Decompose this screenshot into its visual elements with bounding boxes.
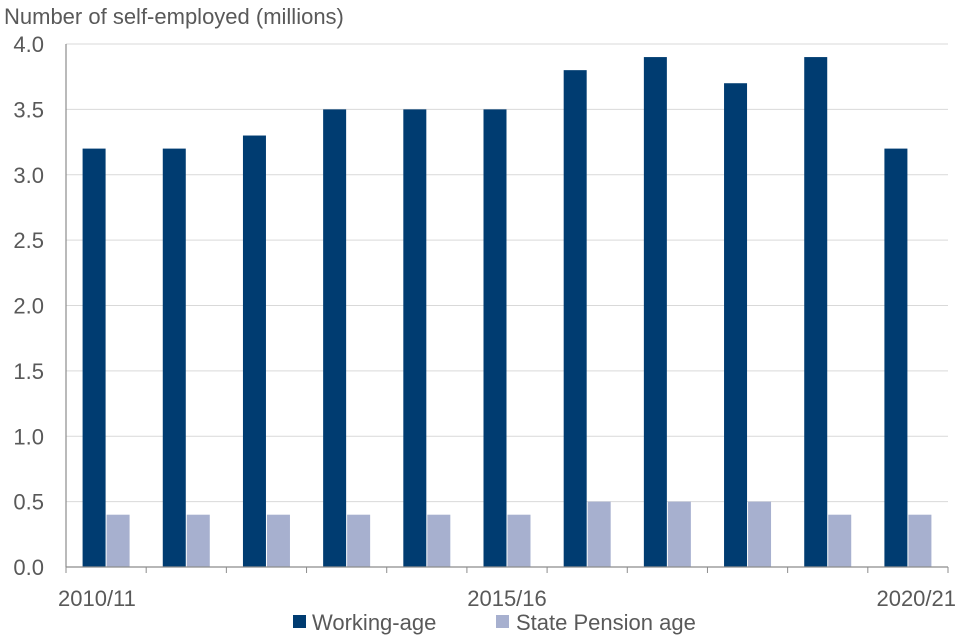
bar-state-pension-age bbox=[587, 501, 611, 567]
y-tick-label: 3.5 bbox=[13, 97, 44, 122]
bar-state-pension-age bbox=[667, 501, 691, 567]
gridlines bbox=[66, 43, 948, 503]
bar-state-pension-age bbox=[186, 514, 210, 567]
bar-state-pension-age bbox=[106, 514, 130, 567]
bar-working-age bbox=[563, 70, 587, 568]
bar-working-age bbox=[884, 148, 908, 567]
y-tick-label: 1.5 bbox=[13, 359, 44, 384]
bar-working-age bbox=[82, 148, 106, 567]
legend-swatch bbox=[293, 615, 306, 628]
y-tick-label: 2.5 bbox=[13, 228, 44, 253]
bar-working-age bbox=[242, 135, 266, 567]
bar-working-age bbox=[162, 148, 186, 567]
bars bbox=[82, 57, 932, 568]
y-axis-title: Number of self-employed (millions) bbox=[4, 4, 344, 29]
legend-swatch bbox=[496, 615, 509, 628]
y-tick-label: 0.0 bbox=[13, 555, 44, 580]
x-tick-label: 2010/11 bbox=[58, 586, 136, 611]
y-tick-label: 2.0 bbox=[13, 294, 44, 319]
y-tick-label: 0.5 bbox=[13, 490, 44, 515]
bar-state-pension-age bbox=[507, 514, 531, 567]
bar-state-pension-age bbox=[427, 514, 451, 567]
legend-label: Working-age bbox=[312, 610, 436, 635]
bar-state-pension-age bbox=[828, 514, 852, 567]
y-tick-label: 3.0 bbox=[13, 163, 44, 188]
bar-state-pension-age bbox=[908, 514, 932, 567]
y-tick-label: 4.0 bbox=[13, 32, 44, 57]
bar-working-age bbox=[724, 83, 748, 567]
bar-working-age bbox=[804, 57, 828, 567]
x-axis bbox=[65, 44, 949, 573]
x-tick-label: 2015/16 bbox=[467, 586, 547, 611]
x-tick-label: 2020/21 bbox=[876, 586, 956, 611]
bar-state-pension-age bbox=[347, 514, 371, 567]
bar-working-age bbox=[483, 109, 507, 567]
bar-state-pension-age bbox=[266, 514, 290, 567]
bar-working-age bbox=[323, 109, 347, 567]
y-tick-labels: 0.0 0.5 1.0 1.5 2.0 2.5 3.0 3.5 4.0 bbox=[13, 32, 44, 580]
bar-working-age bbox=[643, 57, 667, 567]
legend-label: State Pension age bbox=[516, 610, 696, 635]
x-tick-labels: 2010/11 2015/16 2020/21 bbox=[58, 586, 956, 611]
legend: Working-age State Pension age bbox=[293, 610, 696, 635]
y-tick-label: 1.0 bbox=[13, 424, 44, 449]
bar-state-pension-age bbox=[748, 501, 772, 567]
bar-working-age bbox=[403, 109, 427, 567]
